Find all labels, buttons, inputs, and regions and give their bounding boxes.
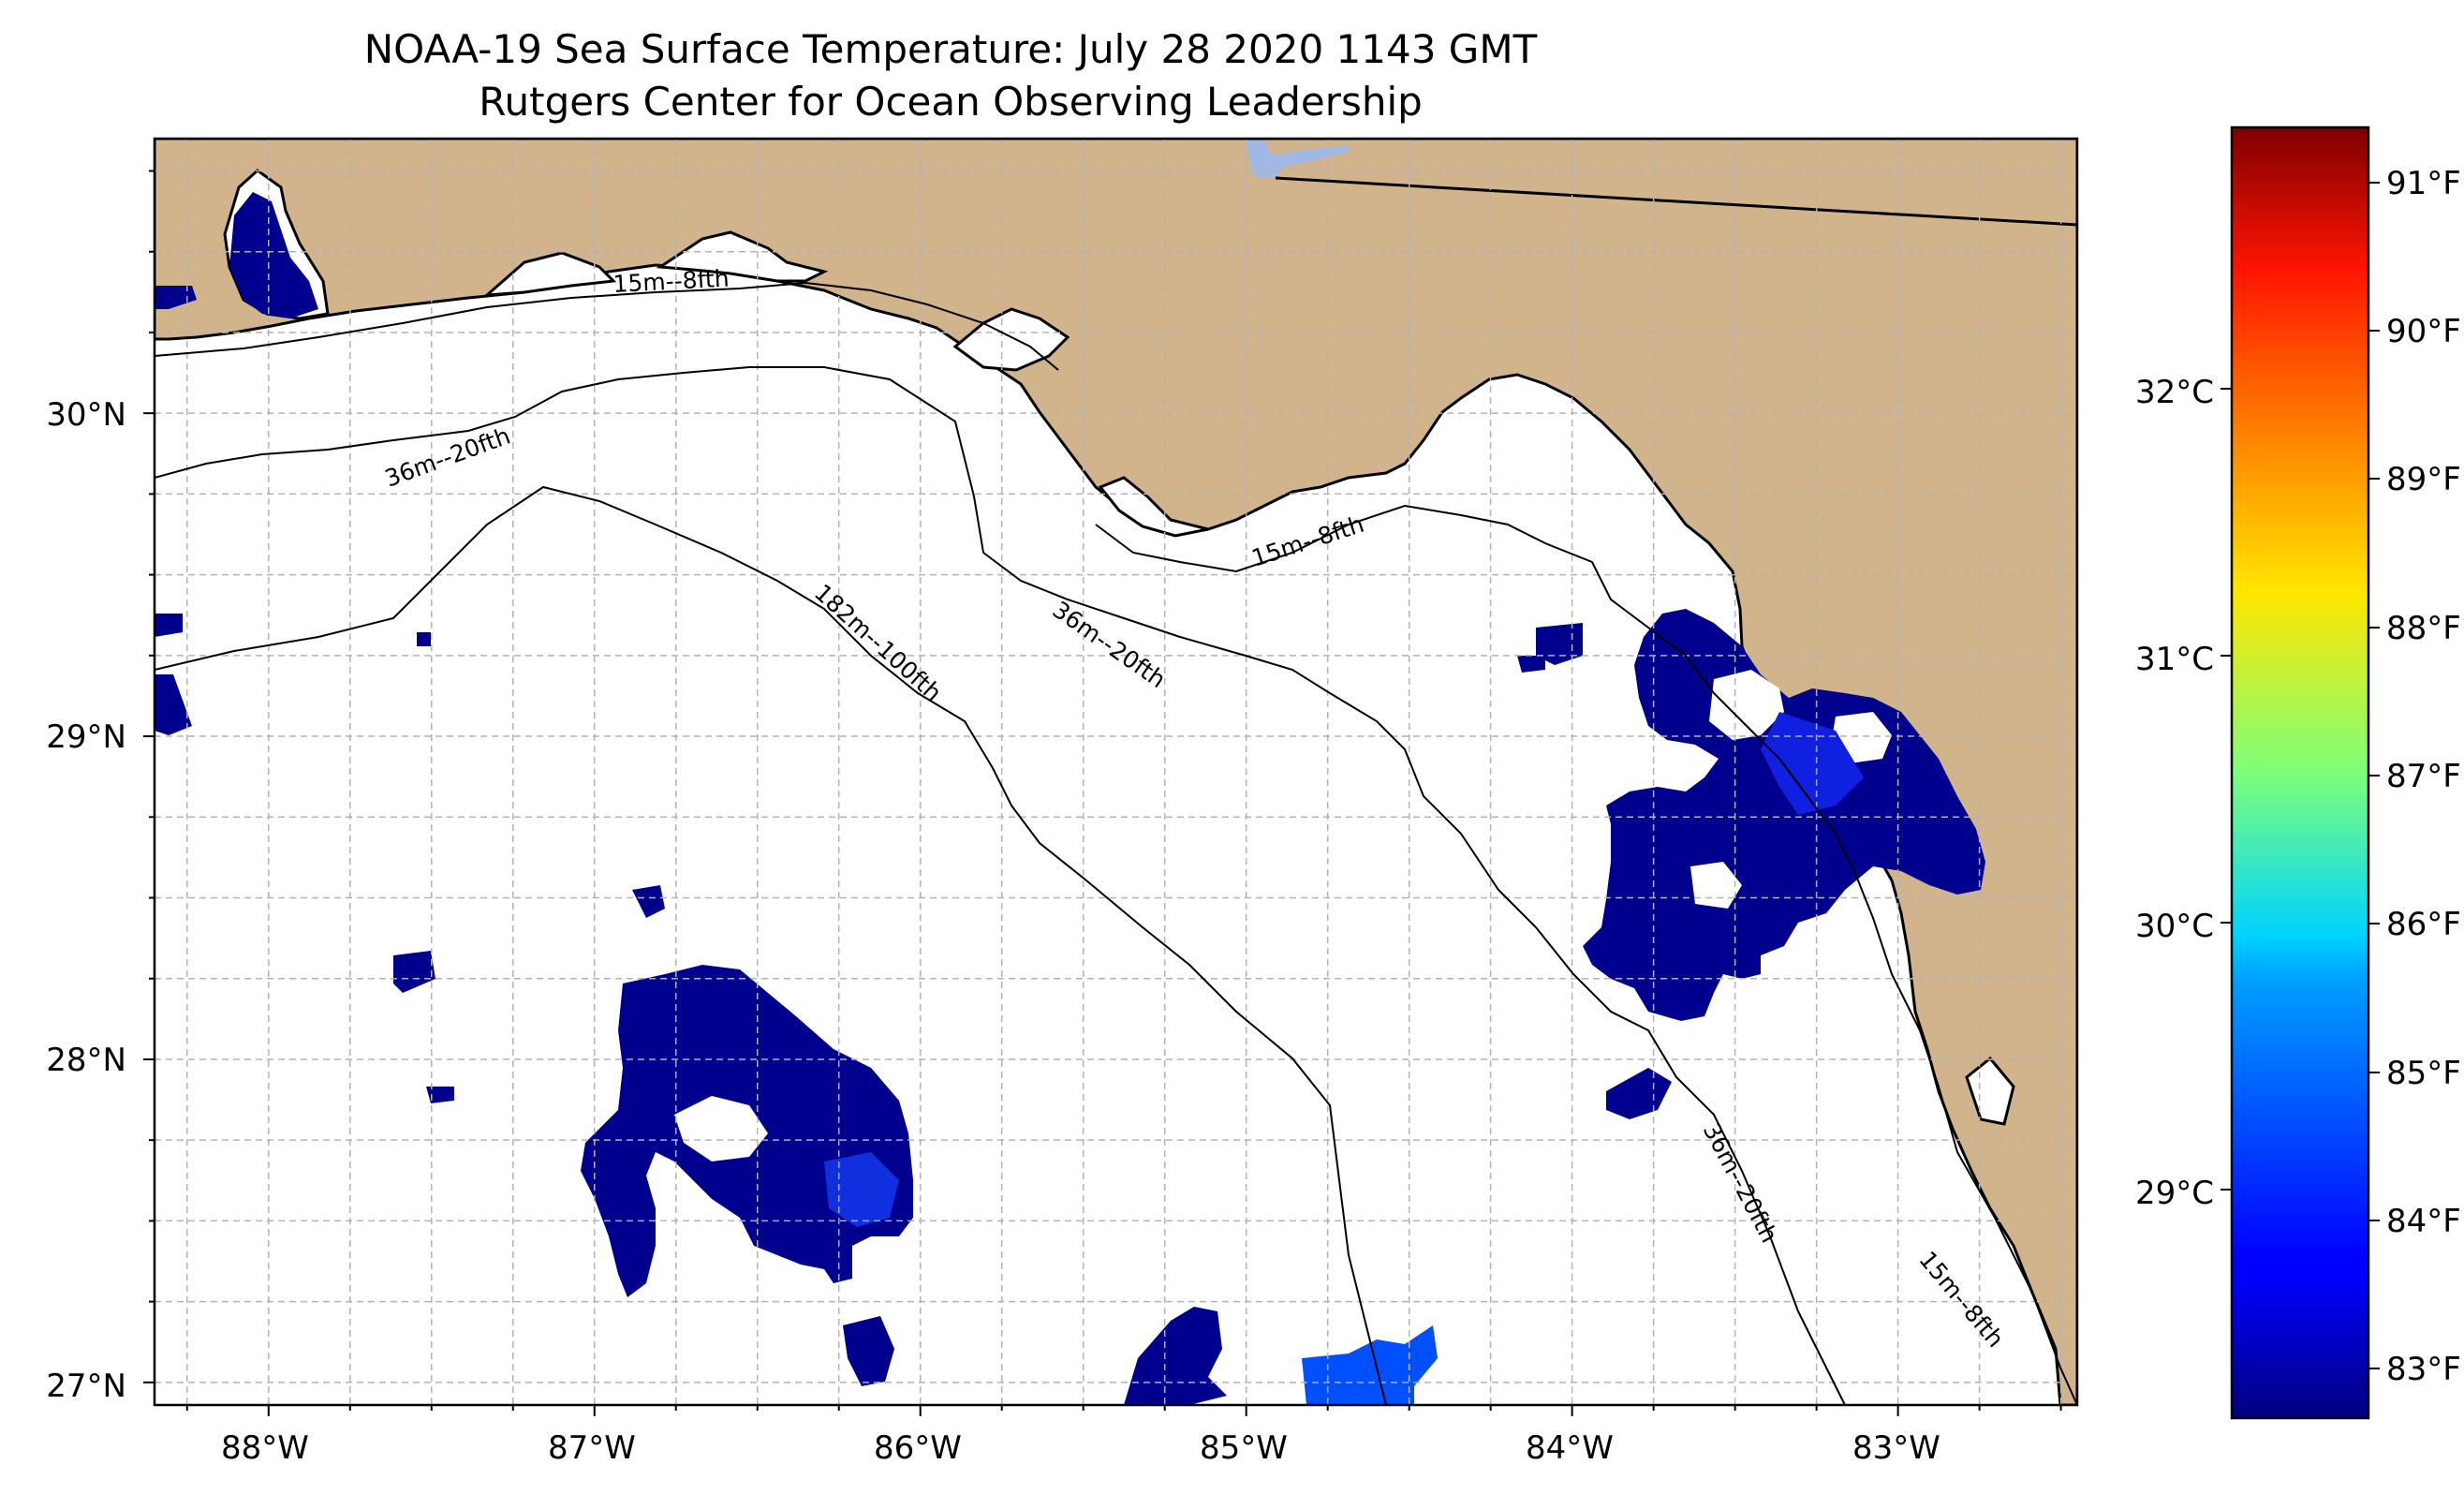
fahrenheit-label: 86°F	[2386, 906, 2461, 943]
lat-label: 29°N	[46, 718, 126, 756]
lon-label: 88°W	[221, 1429, 309, 1467]
sst-data	[155, 192, 1985, 1405]
lat-label: 27°N	[46, 1368, 126, 1405]
land	[155, 139, 2077, 1405]
fahrenheit-label: 85°F	[2386, 1055, 2461, 1092]
map-subtitle: Rutgers Center for Ocean Observing Leade…	[479, 79, 1423, 125]
longitude-labels: 88°W 87°W 86°W 85°W 84°W 83°W	[221, 1429, 1940, 1467]
map-axis-ticks	[143, 170, 2062, 1416]
lat-label: 28°N	[46, 1042, 126, 1079]
lon-label: 87°W	[548, 1429, 636, 1467]
fahrenheit-label: 83°F	[2386, 1351, 2461, 1388]
fahrenheit-label: 87°F	[2386, 758, 2461, 795]
colorbar-ticks	[2221, 182, 2380, 1369]
celsius-label: 32°C	[2135, 374, 2214, 411]
lake	[1246, 141, 1349, 178]
fahrenheit-label: 90°F	[2386, 313, 2461, 350]
fahrenheit-labels: 91°F 90°F 89°F 88°F 87°F 86°F 85°F 84°F …	[2386, 165, 2461, 1388]
map-area: 15m--8fth 36m--20fth 15m--8fth 36m--20ft…	[155, 139, 2077, 1405]
lon-label: 84°W	[1526, 1429, 1614, 1467]
lon-label: 83°W	[1852, 1429, 1940, 1467]
lon-label: 85°W	[1200, 1429, 1288, 1467]
colorbar: 32°C 31°C 30°C 29°C 91°F 90°F 89°F 88°F …	[2135, 126, 2461, 1420]
latitude-labels: 30°N 29°N 28°N 27°N	[46, 396, 126, 1405]
gridlines	[155, 139, 2077, 1405]
celsius-label: 31°C	[2135, 641, 2214, 678]
isobaths	[155, 281, 2077, 1405]
fahrenheit-label: 88°F	[2386, 610, 2461, 647]
fahrenheit-label: 84°F	[2386, 1203, 2461, 1240]
fahrenheit-label: 91°F	[2386, 165, 2461, 202]
lon-label: 86°W	[874, 1429, 962, 1467]
map-frame	[153, 137, 2079, 1407]
lat-label: 30°N	[46, 396, 126, 434]
celsius-label: 30°C	[2135, 908, 2214, 945]
fahrenheit-label: 89°F	[2386, 461, 2461, 498]
celsius-labels: 32°C 31°C 30°C 29°C	[2135, 374, 2214, 1212]
colorbar-gradient	[2230, 126, 2370, 1420]
celsius-label: 29°C	[2135, 1175, 2214, 1212]
isobath-label: 15m--8fth	[612, 265, 730, 298]
map-title: NOAA-19 Sea Surface Temperature: July 28…	[363, 26, 1538, 72]
